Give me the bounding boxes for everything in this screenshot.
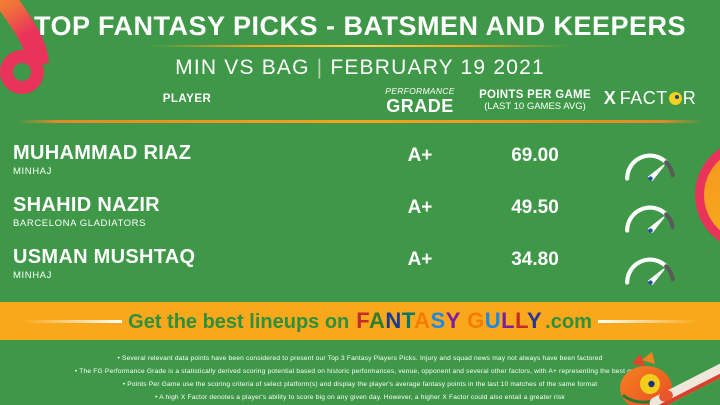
title-underline — [150, 45, 570, 47]
banner-suffix: .com — [545, 311, 592, 333]
speedometer-gauge-icon — [625, 257, 675, 285]
player-team: BARCELONA GLADIATORS — [13, 218, 147, 229]
disclaimer-line: • The FG Performance Grade is a statisti… — [74, 368, 646, 375]
player-name: SHAHID NAZIR — [13, 194, 160, 216]
table-row: SHAHID NAZIR BARCELONA GLADIATORS A+ 49.… — [0, 194, 720, 242]
grade-header-top: PERFORMANCE — [385, 86, 455, 96]
header-divider — [16, 120, 704, 123]
disclaimer-line: • A high X Factor denotes a player's abi… — [155, 394, 565, 401]
target-dot-icon — [668, 92, 682, 105]
column-header-xfactor: X FACT R — [590, 88, 710, 109]
points-header-top: POINTS PER GAME — [479, 89, 591, 101]
page-title: TOP FANTASY PICKS - BATSMEN AND KEEPERS — [33, 11, 687, 41]
match-subtitle: MIN VS BAG | FEBRUARY 19 2021 — [0, 56, 720, 80]
banner-prefix: Get the best lineups on — [128, 311, 350, 333]
points-header-sub: (LAST 10 GAMES AVG) — [484, 101, 586, 113]
points-per-game: 34.80 — [511, 249, 559, 270]
chameleon-mascot-with-bat-icon — [620, 352, 720, 405]
table-row: USMAN MUSHTAQ MINHAJ A+ 34.80 — [0, 246, 720, 294]
subtitle-separator: | — [316, 56, 324, 79]
banner-text: Get the best lineups on FANTASY GULLY .c… — [128, 308, 592, 334]
disclaimer-line: • Points Per Game use the scoring criter… — [122, 381, 598, 388]
xfactor-fact: FACT — [619, 88, 668, 108]
speedometer-gauge-icon — [625, 153, 675, 181]
match-date: FEBRUARY 19 2021 — [330, 56, 545, 79]
column-header-grade: PERFORMANCE GRADE — [350, 87, 490, 115]
xfactor-x: X — [603, 88, 616, 108]
points-per-game: 69.00 — [511, 145, 559, 166]
banner-left-line — [22, 320, 122, 323]
table-row: MUHAMMAD RIAZ MINHAJ A+ 69.00 — [0, 142, 720, 190]
grade-header-main: GRADE — [386, 95, 454, 116]
performance-grade: A+ — [407, 249, 433, 270]
brand-logo-text: FANTASY GULLY — [356, 308, 543, 333]
player-team: MINHAJ — [13, 166, 52, 177]
player-name: USMAN MUSHTAQ — [13, 246, 196, 268]
disclaimer-notes: • Several relevant data points have been… — [0, 352, 720, 404]
speedometer-gauge-icon — [625, 205, 675, 233]
disclaimer-line: • Several relevant data points have been… — [117, 355, 603, 362]
banner-right-line — [598, 320, 698, 323]
xfactor-r: R — [682, 88, 697, 108]
player-team: MINHAJ — [13, 270, 52, 281]
promo-banner: Get the best lineups on FANTASY GULLY .c… — [0, 302, 720, 340]
performance-grade: A+ — [407, 197, 433, 218]
column-header-points: POINTS PER GAME (LAST 10 GAMES AVG) — [460, 89, 610, 113]
points-per-game: 49.50 — [511, 197, 559, 218]
column-header-player: PLAYER — [162, 93, 212, 105]
corner-ribbon-swirl-icon — [0, 0, 49, 94]
match-teams: MIN VS BAG — [175, 56, 310, 79]
player-name: MUHAMMAD RIAZ — [13, 142, 192, 164]
performance-grade: A+ — [407, 145, 433, 166]
